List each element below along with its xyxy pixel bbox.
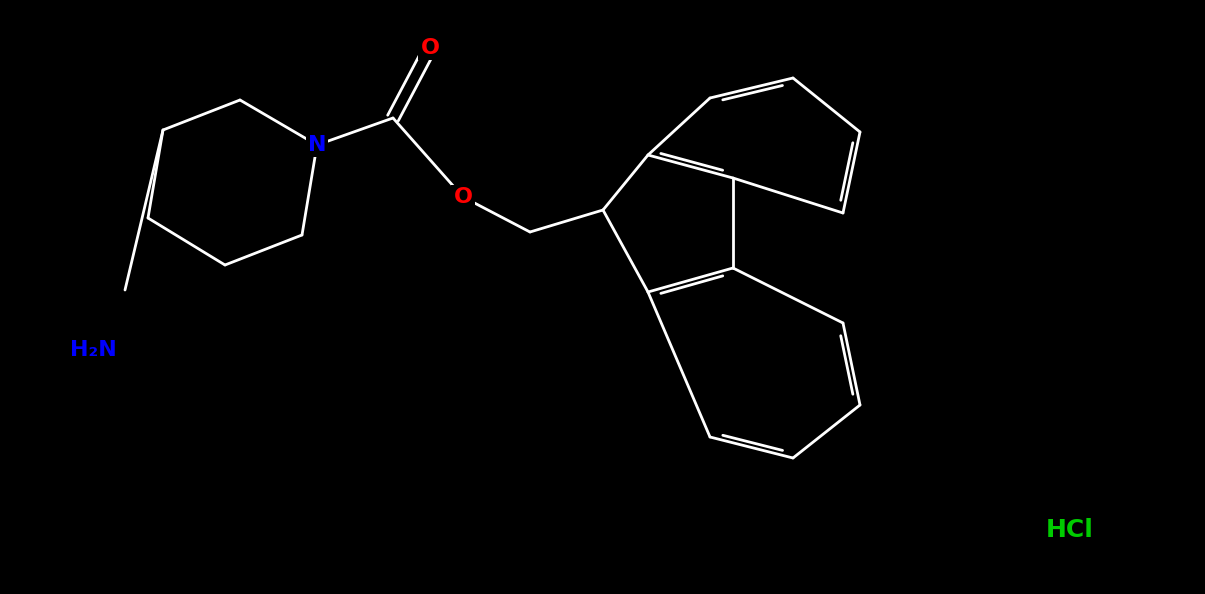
Text: HCl: HCl <box>1046 518 1094 542</box>
Text: H₂N: H₂N <box>70 340 117 360</box>
Text: N: N <box>307 135 327 155</box>
Text: O: O <box>453 187 472 207</box>
Text: O: O <box>421 38 440 58</box>
